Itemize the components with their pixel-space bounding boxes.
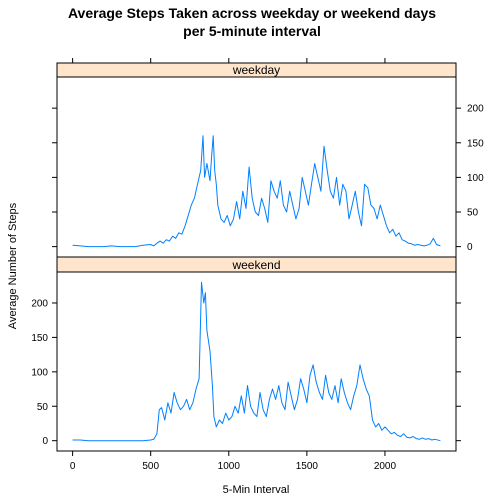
y-tick-label: 0: [467, 242, 473, 253]
chart-title-line-2: per 5-minute interval: [183, 23, 321, 39]
y-axis: 0 50 100 150 200 0 50 100 150 200: [31, 104, 484, 448]
y-tick-label: 200: [467, 104, 484, 115]
series-line-weekend: [72, 281, 441, 442]
y-tick-label: 0: [42, 436, 48, 447]
x-tick-label: 1000: [218, 461, 241, 472]
y-tick-label: 200: [31, 298, 48, 309]
chart-title-line-1: Average Steps Taken across weekday or we…: [68, 5, 436, 21]
panel-weekend: weekend: [56, 256, 457, 452]
series-line-weekday: [72, 135, 441, 248]
y-tick-label: 150: [31, 333, 48, 344]
panels: weekday weekend: [56, 62, 457, 452]
x-tick-label: 2000: [374, 461, 397, 472]
x-tick-label: 500: [142, 461, 159, 472]
x-tick-label: 0: [70, 461, 76, 472]
y-tick-label: 100: [467, 173, 484, 184]
x-axis-label: 5-Min Interval: [223, 484, 290, 496]
y-tick-label: 50: [467, 208, 479, 219]
panel-weekday: weekday: [56, 62, 457, 258]
x-tick-label: 1500: [296, 461, 319, 472]
panel-frame-weekday: [56, 76, 457, 258]
strip-label-weekend: weekend: [231, 258, 280, 272]
x-axis: 0 500 1000 1500 2000: [70, 58, 397, 472]
y-axis-label: Average Number of Steps: [7, 202, 19, 329]
strip-label-weekday: weekday: [232, 63, 280, 77]
y-tick-label: 150: [467, 138, 484, 149]
y-tick-label: 50: [37, 402, 49, 413]
y-tick-label: 100: [31, 367, 48, 378]
panel-frame-weekend: [56, 271, 457, 452]
